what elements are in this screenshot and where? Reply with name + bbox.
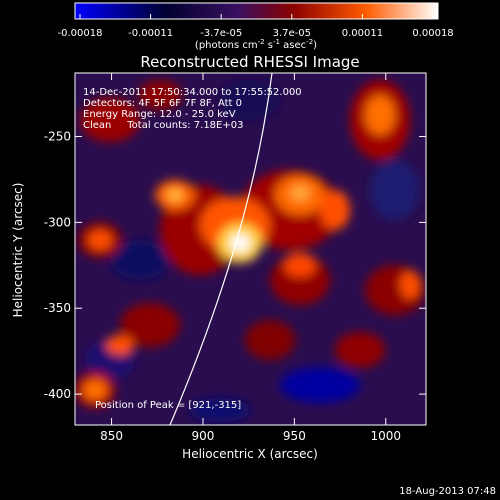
x-tick-label: 900: [192, 429, 215, 443]
y-tick-label: -400: [44, 387, 71, 401]
plot-title: Reconstructed RHESSI Image: [140, 53, 359, 71]
colorbar-tick-label: 0.00018: [412, 28, 453, 39]
footer-date: 18-Aug-2013 07:48: [399, 486, 496, 497]
image-area: [75, 73, 426, 425]
solar-limb-line: [169, 73, 273, 425]
annotation-block: 14-Dec-2011 17:50:34.000 to 17:55:52.000…: [83, 87, 302, 411]
annotation-peak: Position of Peak = [921,-315]: [95, 400, 241, 411]
y-tick-label: -350: [44, 301, 71, 315]
colorbar-tick-label: -0.00018: [58, 28, 103, 39]
y-tick-label: -250: [44, 130, 71, 144]
annotation-method: Clean Total counts: 7.18E+03: [83, 120, 243, 131]
x-axis-ticks: 850 900 950 1000: [100, 73, 401, 443]
plot-frame: [74, 72, 427, 426]
y-axis-ticks: -250 -300 -350 -400: [44, 130, 426, 401]
colorbar-tick-label: -3.7e-05: [200, 28, 242, 39]
colorbar-unit: (photons cm-2 s-1 asec-2): [195, 38, 317, 51]
annotation-energy: Energy Range: 12.0 - 25.0 keV: [83, 109, 236, 120]
y-axis-label: Heliocentric Y (arcsec): [11, 183, 25, 318]
colorbar-ticks: -0.00018 -0.00011 -3.7e-05 3.7e-05 0.00011 0.…: [58, 14, 454, 39]
colorbar-strip: [74, 2, 439, 20]
x-axis-label: Heliocentric X (arcsec): [182, 447, 318, 461]
x-tick-label: 1000: [371, 429, 402, 443]
colorbar-tick-label: -0.00011: [128, 28, 173, 39]
annotation-detectors: Detectors: 4F 5F 6F 7F 8F, Att 0: [83, 98, 242, 109]
colorbar-tick-label: 0.00011: [342, 28, 383, 39]
colorbar: -0.00018 -0.00011 -3.7e-05 3.7e-05 0.00011 0.…: [58, 2, 454, 51]
y-tick-label: -300: [44, 215, 71, 229]
x-tick-label: 950: [283, 429, 306, 443]
annotation-time: 14-Dec-2011 17:50:34.000 to 17:55:52.000: [83, 87, 302, 98]
x-tick-label: 850: [100, 429, 123, 443]
colorbar-tick-label: 3.7e-05: [273, 28, 311, 39]
